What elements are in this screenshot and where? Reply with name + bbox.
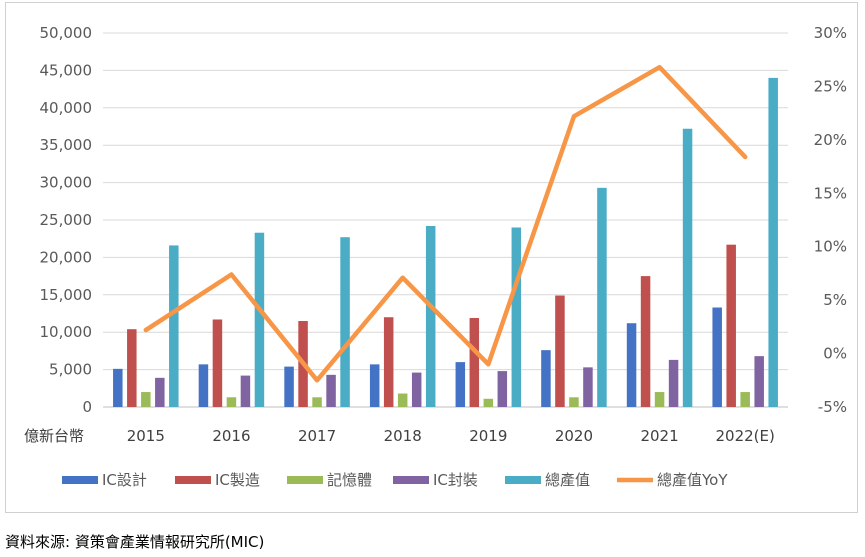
bar-記憶體 — [654, 392, 665, 407]
legend-label: 總產值 — [545, 471, 590, 489]
unit-label: 億新台幣 — [24, 427, 84, 445]
left-tick-label: 20,000 — [40, 248, 93, 266]
bar-IC封裝 — [411, 372, 422, 407]
right-tick-label: 0% — [823, 345, 847, 363]
chart-svg: 0 5,000 10,000 15,000 20,000 25,000 30,000 35,0… — [24, 24, 847, 489]
category-label: 2022(E) — [716, 427, 775, 445]
right-tick-label: 10% — [814, 238, 847, 256]
category-label: 2015 — [127, 427, 165, 445]
bar-總產值 — [511, 227, 522, 407]
bar-IC製造 — [726, 244, 736, 407]
left-tick-label: 50,000 — [40, 24, 93, 42]
legend-swatch-總產值 — [505, 476, 541, 484]
bar-記憶體 — [397, 393, 408, 407]
bar-記憶體 — [141, 392, 151, 407]
bar-IC設計 — [198, 364, 209, 407]
line-總產值YoY — [143, 64, 748, 383]
bar-總產值 — [597, 187, 607, 407]
left-tick-label: 30,000 — [40, 174, 93, 192]
right-tick-label: 5% — [823, 291, 847, 309]
bar-IC設計 — [626, 323, 637, 407]
right-axis-ticks: -5% 0% 5% 10% 15% 20% 25% 30% — [814, 24, 847, 416]
legend-label: IC製造 — [215, 471, 260, 489]
category-label: 2019 — [469, 427, 507, 445]
bar-記憶體 — [740, 392, 750, 407]
bar-記憶體 — [226, 397, 237, 407]
bar-IC設計 — [113, 368, 123, 407]
bar-IC封裝 — [240, 375, 251, 407]
bar-總產值 — [340, 237, 350, 407]
bar-記憶體 — [312, 397, 322, 407]
bar-IC封裝 — [754, 356, 764, 407]
category-label: 2021 — [640, 427, 678, 445]
bar-IC封裝 — [326, 374, 336, 407]
bar-IC設計 — [455, 362, 466, 407]
category-label: 2017 — [298, 427, 336, 445]
bar-總產值 — [682, 128, 693, 407]
left-tick-label: 15,000 — [40, 286, 93, 304]
right-tick-label: 20% — [814, 131, 847, 149]
left-tick-label: 5,000 — [49, 361, 92, 379]
category-labels: 2015 2016 2017 2018 2019 2020 2021 2022(E) — [127, 427, 775, 445]
left-tick-label: 40,000 — [40, 99, 93, 117]
right-tick-label: 15% — [814, 184, 847, 202]
right-tick-label: -5% — [818, 398, 847, 416]
left-tick-label: 10,000 — [40, 323, 93, 341]
bar-IC設計 — [284, 366, 294, 407]
bar-IC封裝 — [497, 371, 508, 407]
bar-IC製造 — [212, 319, 223, 407]
bar-IC設計 — [712, 307, 722, 407]
legend-label: 記憶體 — [327, 471, 372, 489]
bars — [113, 77, 778, 407]
category-label: 2018 — [384, 427, 422, 445]
legend-label: IC設計 — [102, 471, 147, 489]
legend-swatch-記憶體 — [287, 476, 323, 484]
left-tick-label: 45,000 — [40, 61, 93, 79]
chart-frame: 0 5,000 10,000 15,000 20,000 25,000 30,000 35,0… — [5, 2, 858, 513]
source-note: 資料來源: 資策會產業情報研究所(MIC) — [5, 533, 265, 551]
bar-總產值 — [169, 245, 179, 407]
right-tick-label: 30% — [814, 24, 847, 42]
bar-IC製造 — [469, 317, 480, 407]
bar-IC封裝 — [668, 359, 679, 407]
bar-記憶體 — [483, 398, 494, 407]
legend-swatch-IC設計 — [62, 476, 98, 484]
bar-總產值 — [425, 225, 436, 407]
bar-IC製造 — [127, 329, 137, 407]
left-axis-ticks: 0 5,000 10,000 15,000 20,000 25,000 30,000 35,0… — [40, 24, 93, 416]
legend-label: IC封裝 — [433, 471, 478, 489]
legend-swatch-IC封裝 — [393, 476, 429, 484]
bar-IC封裝 — [583, 367, 593, 407]
bar-IC設計 — [369, 364, 380, 407]
bar-IC製造 — [640, 276, 651, 407]
right-tick-label: 25% — [814, 77, 847, 95]
bar-IC製造 — [383, 317, 394, 407]
yoy-line — [143, 64, 748, 383]
bar-IC封裝 — [155, 377, 165, 407]
left-tick-label: 35,000 — [40, 136, 93, 154]
legend: IC設計 IC製造 記憶體 IC封裝 總產值 總產值YoY — [62, 471, 728, 489]
left-tick-label: 0 — [82, 398, 92, 416]
bar-IC製造 — [555, 295, 565, 407]
category-label: 2016 — [212, 427, 250, 445]
bar-IC設計 — [541, 350, 551, 407]
legend-label: 總產值YoY — [657, 471, 728, 489]
bar-記憶體 — [569, 397, 579, 407]
category-label: 2020 — [555, 427, 593, 445]
legend-swatch-IC製造 — [175, 476, 211, 484]
bar-總產值 — [254, 232, 265, 407]
left-tick-label: 25,000 — [40, 211, 93, 229]
bar-總產值 — [768, 77, 778, 407]
